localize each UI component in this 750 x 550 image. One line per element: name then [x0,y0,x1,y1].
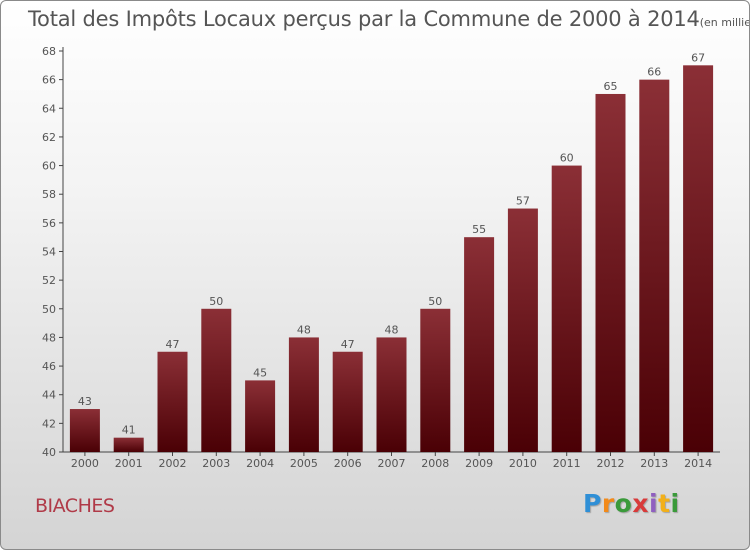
bar-value-label: 43 [78,395,92,408]
y-tick-label: 50 [42,303,56,316]
x-tick-label: 2009 [465,457,493,470]
y-tick-label: 44 [42,389,56,402]
bar [420,308,451,452]
bar [69,409,100,452]
bar [332,351,363,452]
chart-title: Total des Impôts Locaux perçus par la Co… [28,7,750,31]
y-tick-label: 66 [42,74,56,87]
bar-value-label: 47 [166,338,180,351]
bar [201,308,232,452]
y-tick-label: 58 [42,188,56,201]
x-tick-label: 2003 [202,457,230,470]
bar-value-label: 41 [122,424,136,437]
chart-title-unit: (en milliers d'€) [699,16,750,29]
y-tick-label: 42 [42,417,56,430]
y-tick-label: 68 [42,45,56,58]
bar [639,79,670,453]
bar-value-label: 60 [560,152,574,165]
x-tick-label: 2007 [378,457,406,470]
bar-value-label: 48 [385,323,399,336]
y-tick-label: 64 [42,102,56,115]
bar-value-label: 45 [253,366,267,379]
y-tick-label: 62 [42,131,56,144]
x-tick-label: 2002 [159,457,187,470]
x-tick-label: 2014 [684,457,712,470]
bar-value-label: 48 [297,323,311,336]
chart-title-main: Total des Impôts Locaux perçus par la Co… [28,7,700,31]
bar-value-label: 57 [516,195,530,208]
x-tick-label: 2010 [509,457,537,470]
x-tick-label: 2011 [553,457,581,470]
y-tick-label: 52 [42,274,56,287]
bar [464,237,495,452]
bar [683,65,714,453]
y-tick-label: 48 [42,331,56,344]
commune-name: BIACHES [35,495,115,517]
x-tick-label: 2000 [71,457,99,470]
bar [595,93,626,452]
bar [551,165,582,453]
proxiti-logo: Proxiti [583,489,680,518]
x-tick-label: 2012 [597,457,625,470]
x-tick-label: 2008 [421,457,449,470]
y-tick-label: 46 [42,360,56,373]
bar [157,351,188,452]
bar-value-label: 50 [428,295,442,308]
bar-value-label: 50 [209,295,223,308]
bar [376,337,407,452]
x-tick-label: 2006 [334,457,362,470]
bar [288,337,319,452]
x-tick-label: 2004 [246,457,274,470]
bar [507,208,538,452]
y-tick-label: 60 [42,160,56,173]
bar-value-label: 55 [472,223,486,236]
bar-value-label: 67 [691,51,705,64]
bar-value-label: 47 [341,338,355,351]
x-tick-label: 2001 [115,457,143,470]
x-tick-label: 2013 [640,457,668,470]
x-tick-label: 2005 [290,457,318,470]
bar-value-label: 65 [604,80,618,93]
y-tick-label: 56 [42,217,56,230]
bar [245,380,276,452]
bar [113,437,144,452]
y-tick-label: 40 [42,446,56,459]
bar-value-label: 66 [647,66,661,79]
y-tick-label: 54 [42,246,56,259]
